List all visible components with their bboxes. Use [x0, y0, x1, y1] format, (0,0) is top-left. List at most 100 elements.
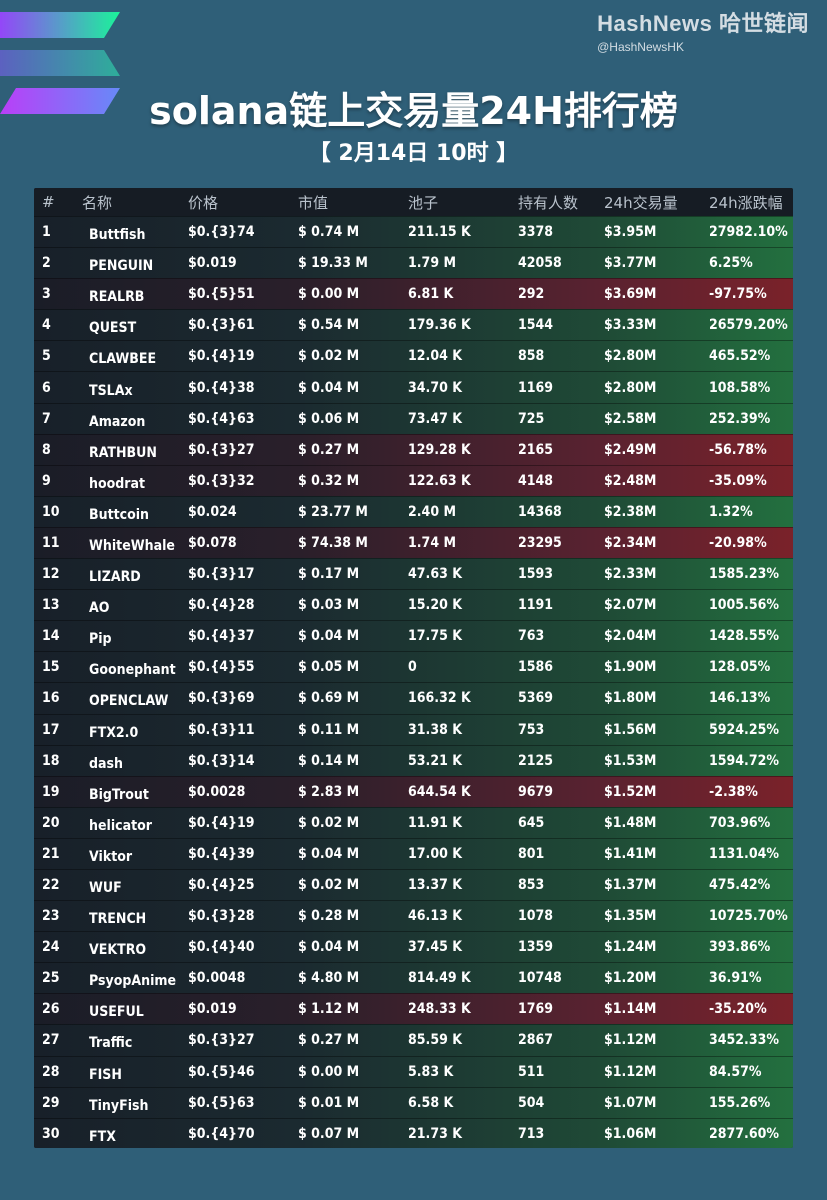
cell-pool: 34.70 K: [408, 379, 462, 396]
cell-rank: 20: [42, 814, 60, 831]
cell-pool: 0: [408, 659, 417, 676]
cell-mcap: $ 0.28 M: [298, 908, 360, 925]
cell-rank: 28: [42, 1063, 60, 1080]
table-row: 2 PENGUIN $0.019 $ 19.33 M 1.79 M 42058 $3.77M…: [34, 247, 793, 279]
cell-rank: 25: [42, 970, 60, 987]
table-row: 8 RATHBUN $0.{3}27 $ 0.27 M 129.28 K 2165 $2.4…: [34, 433, 793, 465]
cell-mcap: $ 0.02 M: [298, 348, 360, 365]
cell-pool: 1.79 M: [408, 255, 456, 272]
table-row: 11 WhiteWhale $0.078 $ 74.38 M 1.74 M 23295 $2…: [34, 526, 793, 559]
cell-rank: 6: [42, 379, 51, 396]
cell-change: 36.91%: [709, 970, 762, 987]
cell-price: $0.{5}51: [188, 286, 255, 303]
cell-name: CLAWBEE: [89, 351, 157, 368]
cell-rank: 18: [42, 752, 60, 769]
cell-mcap: $ 0.74 M: [298, 224, 360, 241]
cell-change: 128.05%: [709, 659, 771, 676]
cell-rank: 21: [42, 845, 60, 862]
cell-pool: 37.45 K: [408, 939, 462, 956]
cell-mcap: $ 0.02 M: [298, 814, 360, 831]
header-holders: 持有人数: [518, 193, 579, 212]
cell-mcap: $ 0.27 M: [298, 441, 360, 458]
cell-pool: 15.20 K: [408, 597, 462, 614]
cell-holders: 23295: [518, 534, 562, 551]
cell-mcap: $ 0.04 M: [298, 628, 360, 645]
cell-holders: 3378: [518, 224, 554, 241]
cell-volume: $3.33M: [604, 317, 657, 334]
cell-holders: 5369: [518, 690, 554, 707]
cell-holders: 2165: [518, 441, 554, 458]
cell-rank: 13: [42, 597, 60, 614]
cell-mcap: $ 4.80 M: [298, 970, 360, 987]
cell-pool: 47.63 K: [408, 566, 462, 583]
table-row: 9 hoodrat $0.{3}32 $ 0.32 M 122.63 K 4148 $2.4…: [34, 464, 793, 496]
cell-holders: 645: [518, 814, 545, 831]
cell-price: $0.{4}70: [188, 1125, 255, 1142]
cell-volume: $2.33M: [604, 566, 657, 583]
cell-price: $0.{4}37: [188, 628, 255, 645]
header-change: 24h涨跌幅: [709, 193, 783, 212]
cell-volume: $1.07M: [604, 1094, 657, 1111]
header-price: 价格: [188, 193, 219, 212]
cell-rank: 15: [42, 659, 60, 676]
table-row: 29 TinyFish $0.{5}63 $ 0.01 M 6.58 K 504 $1.07…: [34, 1086, 793, 1118]
cell-price: $0.024: [188, 503, 237, 520]
cell-volume: $1.53M: [604, 752, 657, 769]
cell-volume: $1.56M: [604, 721, 657, 738]
cell-change: 1428.55%: [709, 628, 779, 645]
cell-change: 703.96%: [709, 814, 771, 831]
cell-price: $0.0048: [188, 970, 246, 987]
cell-change: 10725.70%: [709, 908, 788, 925]
cell-volume: $1.12M: [604, 1032, 657, 1049]
cell-name: PsyopAnime: [89, 973, 177, 990]
cell-name: Goonephant: [89, 662, 176, 679]
cell-name: PENGUIN: [89, 258, 154, 275]
table-body: 1 Buttfish $0.{3}74 $ 0.74 M 211.15 K 3378 $3.…: [34, 216, 793, 1148]
cell-mcap: $ 0.27 M: [298, 1032, 360, 1049]
cell-mcap: $ 0.00 M: [298, 1063, 360, 1080]
cell-mcap: $ 23.77 M: [298, 503, 368, 520]
cell-price: $0.019: [188, 1001, 237, 1018]
cell-change: 155.26%: [709, 1094, 771, 1111]
cell-price: $0.{3}61: [188, 317, 255, 334]
cell-volume: $1.41M: [604, 845, 657, 862]
cell-mcap: $ 0.03 M: [298, 597, 360, 614]
cell-pool: 17.00 K: [408, 845, 462, 862]
cell-name: helicator: [89, 817, 152, 834]
cell-mcap: $ 2.83 M: [298, 783, 360, 800]
cell-rank: 23: [42, 908, 60, 925]
cell-volume: $1.52M: [604, 783, 657, 800]
cell-mcap: $ 0.17 M: [298, 566, 360, 583]
cell-rank: 17: [42, 721, 60, 738]
header-pool: 池子: [408, 193, 439, 212]
table-row: 27 Traffic $0.{3}27 $ 0.27 M 85.59 K 2867 $1.1…: [34, 1024, 793, 1056]
cell-price: $0.019: [188, 255, 237, 272]
cell-pool: 248.33 K: [408, 1001, 471, 1018]
cell-name: RATHBUN: [89, 444, 157, 461]
cell-price: $0.{4}28: [188, 597, 255, 614]
cell-pool: 1.74 M: [408, 534, 456, 551]
cell-change: 465.52%: [709, 348, 771, 365]
cell-mcap: $ 0.00 M: [298, 286, 360, 303]
cell-volume: $2.07M: [604, 597, 657, 614]
cell-volume: $1.35M: [604, 908, 657, 925]
cell-change: -20.98%: [709, 534, 767, 551]
cell-volume: $2.48M: [604, 472, 657, 489]
cell-name: Pip: [89, 631, 112, 648]
cell-name: WUF: [89, 880, 122, 897]
cell-mcap: $ 0.04 M: [298, 379, 360, 396]
table-row: 12 LIZARD $0.{3}17 $ 0.17 M 47.63 K 1593 $2.33…: [34, 558, 793, 590]
cell-price: $0.{4}39: [188, 845, 255, 862]
cell-price: $0.{4}25: [188, 877, 255, 894]
cell-rank: 14: [42, 628, 60, 645]
cell-change: 1594.72%: [709, 752, 779, 769]
cell-pool: 166.32 K: [408, 690, 471, 707]
header-mcap: 市值: [298, 193, 329, 212]
cell-change: 26579.20%: [709, 317, 788, 334]
cell-holders: 725: [518, 410, 545, 427]
cell-mcap: $ 0.54 M: [298, 317, 360, 334]
cell-holders: 858: [518, 348, 545, 365]
solana-logo-icon: [0, 12, 120, 114]
cell-holders: 1078: [518, 908, 554, 925]
cell-volume: $1.20M: [604, 970, 657, 987]
